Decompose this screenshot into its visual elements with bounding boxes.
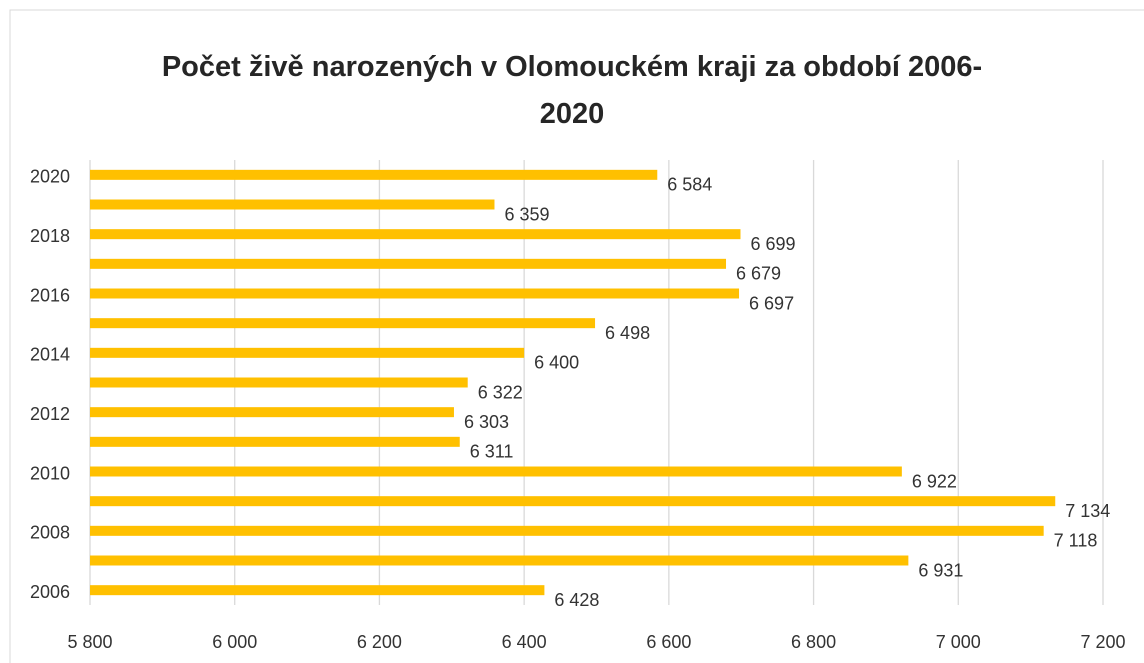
bar [90, 436, 460, 447]
y-tick-label: 2014 [30, 345, 70, 365]
y-tick-label: 2006 [30, 582, 70, 602]
y-tick-label: 2020 [30, 167, 70, 187]
bar [90, 288, 740, 299]
bar [90, 407, 454, 418]
data-label: 6 359 [504, 204, 549, 224]
bar [90, 466, 902, 477]
bar [90, 169, 658, 180]
data-label: 6 697 [749, 293, 794, 313]
y-tick-label: 2018 [30, 226, 70, 246]
data-label: 6 931 [918, 560, 963, 580]
x-tick-label: 6 400 [502, 632, 547, 652]
chart-title: Počet živě narozených v Olomouckém kraji… [161, 51, 983, 130]
bar [90, 377, 468, 388]
bar [90, 555, 909, 566]
x-tick-label: 6 600 [646, 632, 691, 652]
x-tick-label: 5 800 [67, 632, 112, 652]
x-tick-label: 6 000 [212, 632, 257, 652]
x-tick-label: 7 200 [1080, 632, 1125, 652]
chart-border [9, 9, 1144, 663]
data-label: 6 498 [605, 323, 650, 343]
data-label: 6 428 [554, 590, 599, 610]
data-label: 7 134 [1065, 501, 1110, 521]
data-label: 6 679 [736, 264, 781, 284]
data-label: 6 303 [464, 412, 509, 432]
data-label: 6 922 [912, 471, 957, 491]
data-label: 6 699 [750, 234, 795, 254]
bar [90, 258, 727, 269]
y-tick-label: 2010 [30, 463, 70, 483]
bar [90, 585, 545, 596]
data-label: 6 584 [667, 175, 712, 195]
data-label: 6 311 [470, 442, 514, 462]
bar [90, 525, 1044, 536]
data-label: 7 118 [1054, 531, 1098, 551]
bar [90, 199, 495, 210]
y-tick-label: 2012 [30, 404, 70, 424]
bar [90, 229, 741, 240]
bar [90, 347, 525, 358]
y-tick-label: 2016 [30, 285, 70, 305]
y-tick-label: 2008 [30, 523, 70, 543]
bar [90, 496, 1056, 507]
bar [90, 318, 596, 329]
x-tick-label: 6 200 [357, 632, 402, 652]
x-tick-label: 6 800 [791, 632, 836, 652]
x-tick-label: 7 000 [936, 632, 981, 652]
data-label: 6 400 [534, 353, 579, 373]
data-label: 6 322 [478, 382, 523, 402]
